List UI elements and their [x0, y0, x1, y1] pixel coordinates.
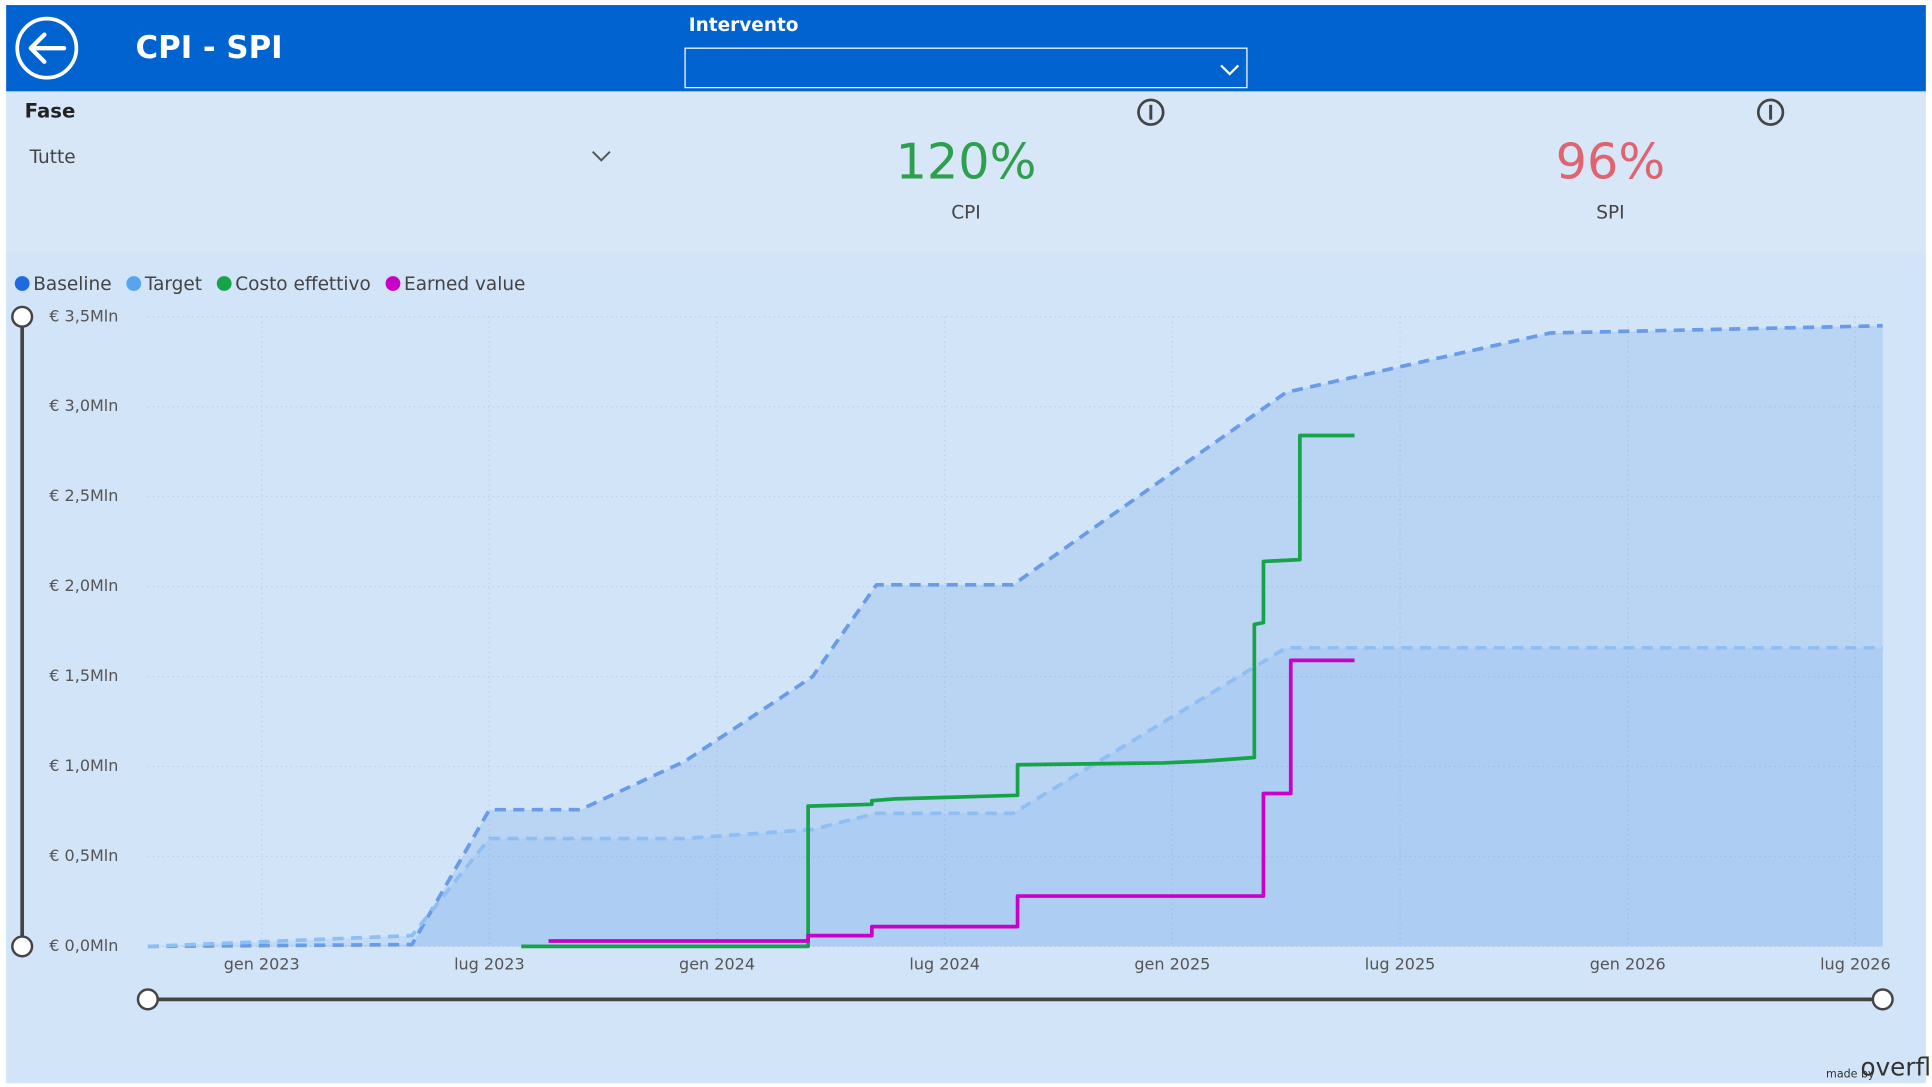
series-area	[147, 647, 1883, 947]
y-tick-label: € 3,5Mln	[49, 306, 118, 325]
page-title: CPI - SPI	[136, 30, 283, 66]
footer-made-by: made by	[1826, 1068, 1875, 1081]
legend-dot	[385, 276, 401, 291]
x-slider-handle[interactable]	[136, 988, 159, 1011]
filter-value: Tutte	[29, 147, 76, 168]
series-line	[147, 645, 1883, 949]
y-slider-handle[interactable]	[11, 305, 34, 328]
footer-brand: overflo	[1861, 1052, 1932, 1081]
legend-label: Costo effettivo	[235, 274, 371, 295]
back-arrow	[28, 32, 67, 64]
legend-dot	[216, 276, 232, 291]
legend-label: Earned value	[404, 274, 525, 295]
series-line	[548, 658, 1355, 943]
dropdown-box	[684, 47, 1248, 89]
filter-label: Fase	[25, 100, 76, 123]
x-tick-label: lug 2026	[1820, 954, 1891, 973]
fase-dropdown[interactable]: Tutte	[29, 147, 611, 168]
y-tick-label: € 1,0Mln	[49, 756, 118, 775]
x-slider-handle[interactable]	[1871, 988, 1894, 1011]
y-tick-label: € 2,0Mln	[49, 576, 118, 595]
x-tick-label: lug 2025	[1365, 954, 1436, 973]
kpi-label: CPI	[951, 202, 980, 223]
x-tick-label: gen 2025	[1134, 954, 1210, 973]
y-tick-label: € 2,5Mln	[49, 486, 118, 505]
x-tick-label: gen 2024	[679, 954, 755, 973]
y-slider-handle[interactable]	[11, 935, 34, 958]
series-line	[521, 433, 1355, 949]
dropdown-label: Intervento	[689, 15, 799, 36]
series-line	[147, 323, 1883, 949]
chart-background	[6, 252, 1926, 1084]
x-tick-label: gen 2023	[224, 954, 300, 973]
info-circle	[1756, 98, 1785, 126]
dropdown-chevron	[1220, 64, 1240, 76]
y-tick-label: € 0,5Mln	[49, 846, 118, 865]
intervento-dropdown[interactable]	[684, 47, 1248, 89]
legend-label: Target	[144, 274, 202, 295]
info-circle	[1137, 98, 1165, 126]
back-button[interactable]	[15, 16, 79, 80]
legend-dot	[14, 276, 30, 291]
y-tick-label: € 1,5Mln	[49, 666, 118, 685]
series-area	[147, 325, 1883, 947]
info-icon[interactable]	[1137, 98, 1165, 126]
legend-dot	[126, 276, 142, 291]
filter-chevron	[591, 150, 611, 162]
kpi-label: SPI	[1596, 202, 1624, 223]
legend-label: Baseline	[33, 274, 111, 295]
x-tick-label: lug 2023	[454, 954, 525, 973]
info-icon[interactable]	[1756, 98, 1785, 126]
x-tick-label: gen 2026	[1590, 954, 1666, 973]
y-tick-label: € 3,0Mln	[49, 396, 118, 415]
kpi-value: 96%	[1556, 133, 1666, 191]
y-tick-label: € 0,0Mln	[49, 936, 118, 955]
kpi-value: 120%	[896, 133, 1037, 191]
x-tick-label: lug 2024	[909, 954, 980, 973]
back-circle	[15, 16, 79, 80]
